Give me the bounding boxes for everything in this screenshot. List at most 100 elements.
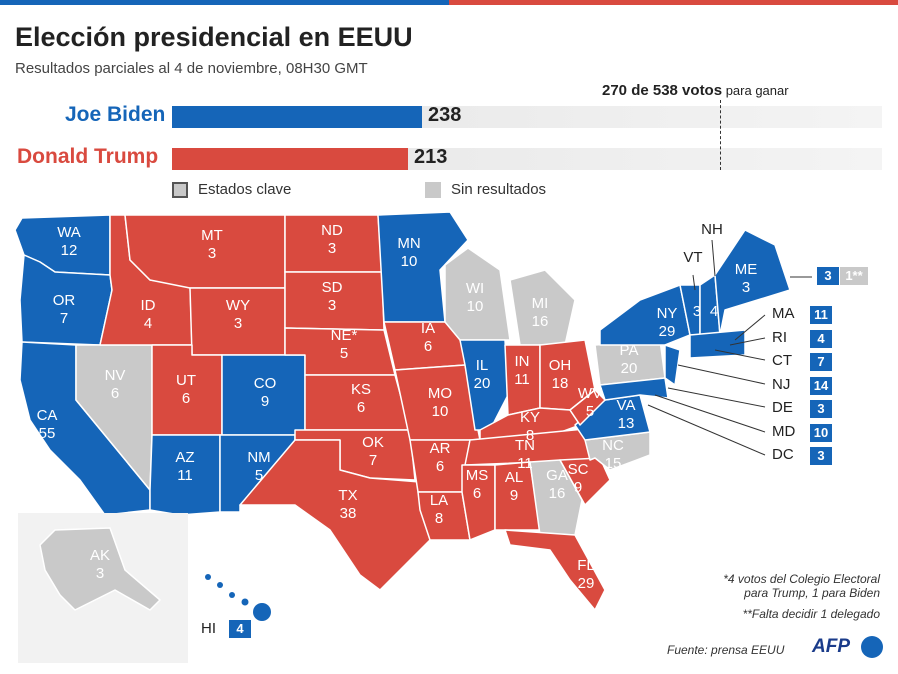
side-state-badge: 11 [810, 306, 832, 324]
maine-pending-badge: 1** [840, 267, 868, 285]
state-ev-NE: 5 [340, 345, 348, 362]
state-label-TN: TN [515, 437, 535, 454]
candidate-trump-name: Donald Trump [17, 145, 159, 168]
biden-bar-fill [172, 106, 422, 128]
note-nebraska: *4 votos del Colegio Electoral para Trump… [723, 572, 880, 600]
state-label-WA: WA [57, 224, 81, 241]
state-ev-AR: 6 [436, 458, 444, 475]
side-state-label: CT [772, 352, 792, 369]
state-label-SD: SD [322, 279, 343, 296]
state-ev-IA: 6 [424, 338, 432, 355]
state-ev-KS: 6 [357, 399, 365, 416]
state-ev-WI: 10 [467, 298, 484, 315]
state-label-FL: FL [577, 557, 595, 574]
state-ev-SC: 9 [574, 479, 582, 496]
win-threshold-line [720, 100, 721, 170]
state-TX [239, 439, 431, 591]
state-label-TX: TX [338, 487, 357, 504]
state-ev-TX: 38 [340, 505, 357, 522]
state-label-AR: AR [430, 440, 451, 457]
state-labels: WA12OR7CA55NV6ID4MT3WY3UT6CO9AZ11NM5ND3S… [37, 221, 758, 592]
state-ev-WY: 3 [234, 315, 242, 332]
candidate-biden-name: Joe Biden [65, 103, 166, 126]
hawaii-badge: 4 [229, 620, 251, 638]
state-label-WY: WY [226, 297, 250, 314]
state-MS [461, 464, 496, 541]
side-state-badge: 7 [810, 353, 832, 371]
state-HI [205, 574, 271, 621]
state-ev-KY: 8 [526, 427, 534, 444]
state-ev-VA: 13 [618, 415, 635, 432]
state-GA [529, 459, 583, 536]
afp-logo-dot [861, 636, 883, 658]
state-ev-MS: 6 [473, 485, 481, 502]
state-ev-OK: 7 [369, 452, 377, 469]
state-label-ND: ND [321, 222, 343, 239]
state-label-NM: NM [247, 449, 270, 466]
state-label-NC: NC [602, 437, 624, 454]
side-state-label: NJ [772, 376, 791, 393]
state-ev-WA: 12 [61, 242, 78, 259]
state-label-MI: MI [532, 295, 549, 312]
note-maine: **Falta decidir 1 delegado [742, 607, 880, 621]
state-label-IL: IL [476, 357, 489, 374]
side-state-badge: 4 [810, 330, 832, 348]
side-state-label: MA [772, 305, 795, 322]
afp-logo: AFP [812, 636, 850, 657]
state-ev-MO: 10 [432, 403, 449, 420]
state-ev-NM: 5 [255, 467, 263, 484]
hawaii-label: HI [201, 620, 216, 637]
state-AL [494, 461, 541, 531]
state-ev-NY: 29 [659, 323, 676, 340]
state-label-outside-VT: VT [683, 249, 702, 266]
trump-bar-fill [172, 148, 408, 170]
side-state-badge: 3 [810, 400, 832, 418]
state-ev-MT: 3 [208, 245, 216, 262]
state-label-MN: MN [397, 235, 420, 252]
state-ev-OR: 7 [60, 310, 68, 327]
legend-no-results: Sin resultados [425, 181, 546, 198]
state-label-PA: PA [620, 342, 639, 359]
state-ev-AZ: 11 [177, 467, 193, 484]
state-label-outside-NH: NH [701, 221, 723, 238]
state-label-ID: ID [141, 297, 156, 314]
state-label-VA: VA [617, 397, 636, 414]
state-FL [504, 529, 606, 611]
state-ev-NH: 4 [710, 303, 718, 320]
legend-key-states: Estados clave [172, 181, 291, 198]
state-ev-IL: 20 [474, 375, 491, 392]
state-label-KY: KY [520, 409, 540, 426]
state-label-CO: CO [254, 375, 277, 392]
state-AK [39, 527, 161, 611]
state-label-AL: AL [505, 469, 523, 486]
state-ev-FL: 29 [578, 575, 595, 592]
state-ev-SD: 3 [328, 297, 336, 314]
source-note: Fuente: prensa EEUU [667, 643, 785, 657]
state-ev-LA: 8 [435, 510, 443, 527]
state-MT [124, 214, 286, 289]
state-label-MT: MT [201, 227, 223, 244]
state-label-ME: ME [735, 261, 758, 278]
key-state-swatch [172, 181, 188, 198]
side-state-badge: 14 [810, 377, 832, 395]
side-state-label: MD [772, 423, 796, 440]
state-label-GA: GA [546, 467, 568, 484]
state-label-OR: OR [53, 292, 76, 309]
state-label-MS: MS [466, 467, 489, 484]
state-label-LA: LA [430, 492, 448, 509]
trump-bar-track [172, 148, 882, 170]
state-ev-UT: 6 [182, 390, 190, 407]
no-results-swatch [425, 181, 441, 198]
state-label-AZ: AZ [175, 449, 194, 466]
state-label-NY: NY [657, 305, 678, 322]
small-state-leaders [647, 239, 812, 456]
state-label-UT: UT [176, 372, 196, 389]
maine-badge: 3 [817, 267, 839, 285]
state-ev-IN: 11 [514, 371, 530, 388]
state-ev-ID: 4 [144, 315, 152, 332]
state-label-WI: WI [466, 280, 484, 297]
state-ev-NV: 6 [111, 385, 119, 402]
state-label-IN: IN [515, 353, 530, 370]
state-label-NH: NH [703, 285, 725, 302]
biden-votes: 238 [428, 104, 462, 126]
